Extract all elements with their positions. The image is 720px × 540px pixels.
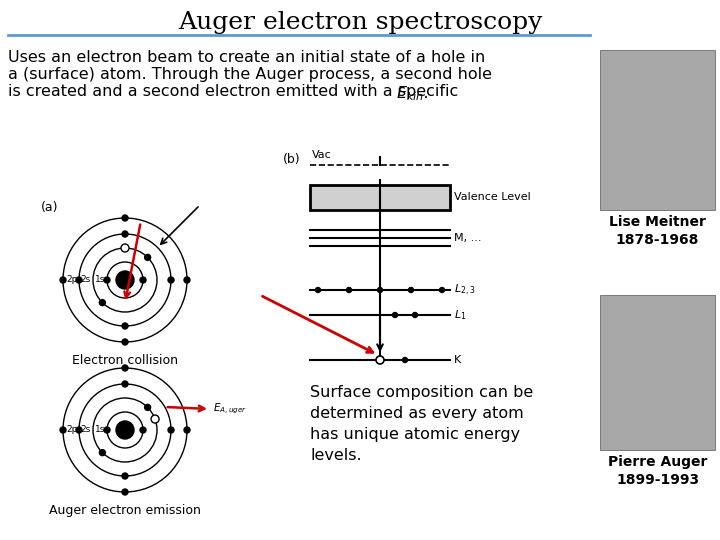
Circle shape bbox=[145, 254, 150, 260]
Circle shape bbox=[104, 427, 110, 433]
Circle shape bbox=[413, 313, 418, 318]
Circle shape bbox=[168, 277, 174, 283]
Text: (a): (a) bbox=[40, 201, 58, 214]
Text: $L_1$: $L_1$ bbox=[454, 308, 467, 322]
Circle shape bbox=[184, 277, 190, 283]
Circle shape bbox=[60, 427, 66, 433]
Bar bbox=[600, 295, 715, 450]
Text: Valence Level: Valence Level bbox=[454, 192, 531, 202]
Text: Auger electron spectroscopy: Auger electron spectroscopy bbox=[178, 10, 542, 33]
Circle shape bbox=[122, 323, 128, 329]
Text: $E_{kin}$.: $E_{kin}$. bbox=[396, 84, 428, 103]
Circle shape bbox=[104, 277, 110, 283]
Text: Pierre Auger
1899-1993: Pierre Auger 1899-1993 bbox=[608, 455, 707, 488]
Text: Lise Meitner
1878-1968: Lise Meitner 1878-1968 bbox=[609, 215, 706, 247]
Text: 1s: 1s bbox=[94, 426, 105, 435]
Text: $L_{2,3}$: $L_{2,3}$ bbox=[454, 282, 475, 298]
Circle shape bbox=[99, 300, 105, 306]
Text: is created and a second electron emitted with a specific: is created and a second electron emitted… bbox=[8, 84, 464, 99]
Text: K: K bbox=[454, 355, 462, 365]
Circle shape bbox=[402, 357, 408, 362]
Text: 2p: 2p bbox=[67, 426, 78, 435]
Circle shape bbox=[145, 404, 150, 410]
Bar bbox=[600, 50, 715, 210]
Text: 2s: 2s bbox=[81, 275, 91, 285]
Circle shape bbox=[376, 356, 384, 364]
Circle shape bbox=[76, 427, 82, 433]
Text: 2s: 2s bbox=[81, 426, 91, 435]
Text: Surface composition can be
determined as every atom
has unique atomic energy
lev: Surface composition can be determined as… bbox=[310, 385, 534, 463]
Text: (b): (b) bbox=[282, 153, 300, 166]
Circle shape bbox=[116, 271, 134, 289]
Text: 2p: 2p bbox=[67, 275, 78, 285]
Text: Uses an electron beam to create an initial state of a hole in: Uses an electron beam to create an initi… bbox=[8, 50, 485, 65]
Circle shape bbox=[439, 287, 444, 293]
Circle shape bbox=[346, 287, 351, 293]
Circle shape bbox=[60, 277, 66, 283]
Circle shape bbox=[76, 277, 82, 283]
Circle shape bbox=[122, 381, 128, 387]
Circle shape bbox=[122, 215, 128, 221]
Circle shape bbox=[392, 313, 397, 318]
Bar bbox=[310, 185, 450, 210]
Circle shape bbox=[140, 427, 146, 433]
Circle shape bbox=[151, 415, 159, 423]
Circle shape bbox=[140, 277, 146, 283]
Circle shape bbox=[99, 450, 105, 456]
Circle shape bbox=[122, 231, 128, 237]
Circle shape bbox=[122, 365, 128, 371]
Circle shape bbox=[122, 489, 128, 495]
Text: Electron collision: Electron collision bbox=[72, 354, 178, 367]
Text: Auger electron emission: Auger electron emission bbox=[49, 504, 201, 517]
Circle shape bbox=[122, 339, 128, 345]
Circle shape bbox=[315, 287, 320, 293]
Text: $E_{A,uger}$: $E_{A,uger}$ bbox=[213, 402, 247, 416]
Text: 1s: 1s bbox=[94, 275, 105, 285]
Text: M, ...: M, ... bbox=[454, 233, 482, 243]
Circle shape bbox=[116, 421, 134, 439]
Circle shape bbox=[377, 287, 382, 293]
Circle shape bbox=[408, 287, 413, 293]
Text: Vac: Vac bbox=[312, 150, 332, 160]
Circle shape bbox=[122, 473, 128, 479]
Circle shape bbox=[168, 427, 174, 433]
Circle shape bbox=[121, 244, 129, 252]
Circle shape bbox=[184, 427, 190, 433]
Text: a (surface) atom. Through the Auger process, a second hole: a (surface) atom. Through the Auger proc… bbox=[8, 67, 492, 82]
